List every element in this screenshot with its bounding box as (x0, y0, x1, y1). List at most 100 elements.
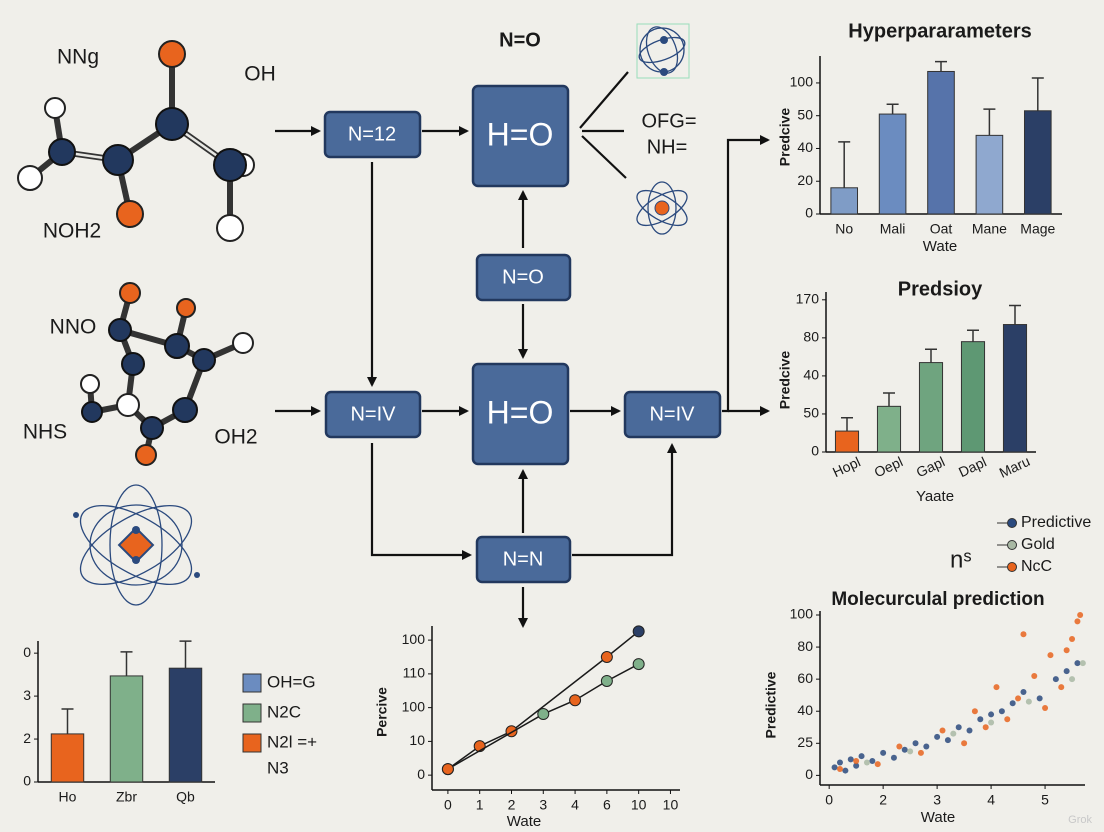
x-tick-label: 2 (508, 797, 516, 813)
point (977, 716, 984, 723)
molecule (17, 40, 255, 242)
y-tick-label: 20 (797, 172, 813, 188)
error-bar (1009, 304, 1021, 325)
error-bar (925, 348, 937, 363)
point (917, 749, 924, 756)
node-label: N=IV (649, 403, 695, 425)
y-tick-label: 0 (805, 205, 813, 221)
error-bar (841, 417, 853, 432)
point (1077, 612, 1084, 618)
point (836, 759, 843, 766)
point (880, 749, 887, 756)
point (632, 658, 645, 671)
bar (918, 362, 944, 453)
point (600, 674, 613, 687)
y-tick-label: 0 (23, 773, 31, 789)
legend-label: N2C (267, 702, 301, 721)
point (966, 727, 973, 734)
y-axis-label: Predcive (777, 108, 793, 167)
y-tick-label: 25 (797, 734, 813, 750)
point (1079, 660, 1086, 667)
x-tick-label: Maru (997, 453, 1033, 481)
node: N=N (475, 535, 572, 584)
node-label: H=O (487, 116, 554, 152)
point (1063, 647, 1070, 654)
point (831, 764, 838, 771)
legend-label: OH=G (267, 672, 316, 691)
x-tick-label: 6 (603, 797, 611, 813)
x-tick-label: Ho (59, 789, 77, 805)
x-tick-label: Mage (1020, 221, 1055, 237)
point (912, 740, 919, 747)
point (890, 754, 897, 761)
point (1025, 698, 1032, 705)
connectors (275, 71, 770, 628)
point (836, 765, 843, 772)
chart-title: Hyperpararameters (848, 20, 1031, 42)
node: H=O (471, 84, 570, 188)
bar (50, 733, 85, 783)
point (934, 733, 941, 740)
y-tick-label: 0 (417, 766, 425, 782)
point (858, 753, 865, 760)
legend-swatch (242, 673, 262, 693)
y-tick-label: 100 (402, 631, 426, 647)
x-axis-label: Wate (507, 813, 541, 830)
point (441, 763, 454, 776)
legend-label: Predictive (1021, 514, 1091, 531)
point (1063, 668, 1070, 675)
point (950, 730, 957, 737)
point (853, 762, 860, 769)
legend-marker (1007, 540, 1017, 550)
x-tick-label: Dapl (956, 453, 989, 480)
x-tick-label: No (835, 221, 853, 237)
x-tick-label: 0 (825, 792, 833, 808)
node-label: N=N (503, 548, 544, 570)
point (1074, 618, 1081, 625)
y-tick-label: 100 (790, 606, 814, 622)
molecule-label: OH (244, 63, 276, 86)
point (1036, 695, 1043, 702)
molecule-label: OH2 (214, 426, 257, 449)
point (600, 651, 613, 664)
x-tick-label: 10 (663, 797, 679, 813)
point (907, 748, 914, 755)
point (896, 743, 903, 750)
atom-icon (636, 23, 690, 79)
legend-marker (1007, 562, 1017, 572)
bar (975, 134, 1004, 215)
x-tick-label: 3 (539, 797, 547, 813)
molecule-label: NNg (57, 46, 99, 69)
node: N=IV (623, 390, 722, 439)
y-tick-label: 0 (23, 644, 31, 660)
x-axis-label: Wate (923, 238, 957, 255)
atom-icon (73, 484, 200, 606)
x-tick-label: Qb (176, 789, 195, 805)
x-tick-label: 4 (987, 792, 995, 808)
y-tick-label: 110 (403, 665, 426, 681)
x-tick-label: Mali (880, 221, 906, 237)
node: N=O (475, 253, 572, 302)
legend-note: N3 (267, 758, 289, 777)
y-tick-label: 40 (797, 139, 813, 155)
chart-title: Molecurculal prediction (831, 589, 1044, 610)
x-tick-label: 10 (631, 797, 647, 813)
y-tick-label: 100 (402, 698, 426, 714)
node-label: N=IV (350, 403, 396, 425)
node: N=12 (323, 110, 422, 159)
y-tick-label: 60 (797, 670, 813, 686)
y-tick-label: 10 (409, 732, 425, 748)
bar (878, 113, 907, 215)
error-bar (838, 141, 851, 188)
point (1015, 695, 1022, 702)
point (1047, 652, 1054, 659)
point (847, 756, 854, 763)
bar (109, 675, 144, 783)
y-tick-label: 80 (797, 638, 813, 654)
legend-label: N2l =+ (267, 732, 317, 751)
point (874, 761, 881, 768)
point (923, 743, 930, 750)
watermark: Grok (1068, 814, 1092, 826)
error-bar (61, 708, 74, 734)
